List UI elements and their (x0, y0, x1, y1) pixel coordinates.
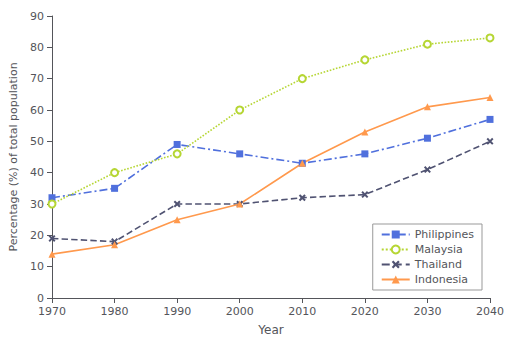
svg-text:0: 0 (37, 292, 44, 305)
svg-text:Malaysia: Malaysia (415, 243, 463, 256)
svg-text:Indonesia: Indonesia (415, 273, 468, 286)
svg-text:Year: Year (257, 323, 283, 337)
svg-text:2040: 2040 (476, 305, 504, 318)
svg-text:20: 20 (30, 229, 44, 242)
svg-text:1980: 1980 (101, 305, 129, 318)
svg-text:90: 90 (30, 10, 44, 23)
svg-text:1990: 1990 (163, 305, 191, 318)
svg-text:60: 60 (30, 104, 44, 117)
svg-text:2030: 2030 (413, 305, 441, 318)
svg-text:2020: 2020 (351, 305, 379, 318)
svg-text:50: 50 (30, 135, 44, 148)
svg-text:2010: 2010 (288, 305, 316, 318)
svg-text:Thailand: Thailand (414, 258, 462, 271)
svg-text:40: 40 (30, 166, 44, 179)
svg-text:30: 30 (30, 198, 44, 211)
svg-text:Philippines: Philippines (415, 228, 475, 241)
svg-text:1970: 1970 (38, 305, 66, 318)
svg-text:10: 10 (30, 260, 44, 273)
svg-text:80: 80 (30, 41, 44, 54)
svg-text:2000: 2000 (226, 305, 254, 318)
svg-text:Percentage (%) of total popula: Percentage (%) of total population (7, 62, 20, 251)
svg-text:70: 70 (30, 72, 44, 85)
